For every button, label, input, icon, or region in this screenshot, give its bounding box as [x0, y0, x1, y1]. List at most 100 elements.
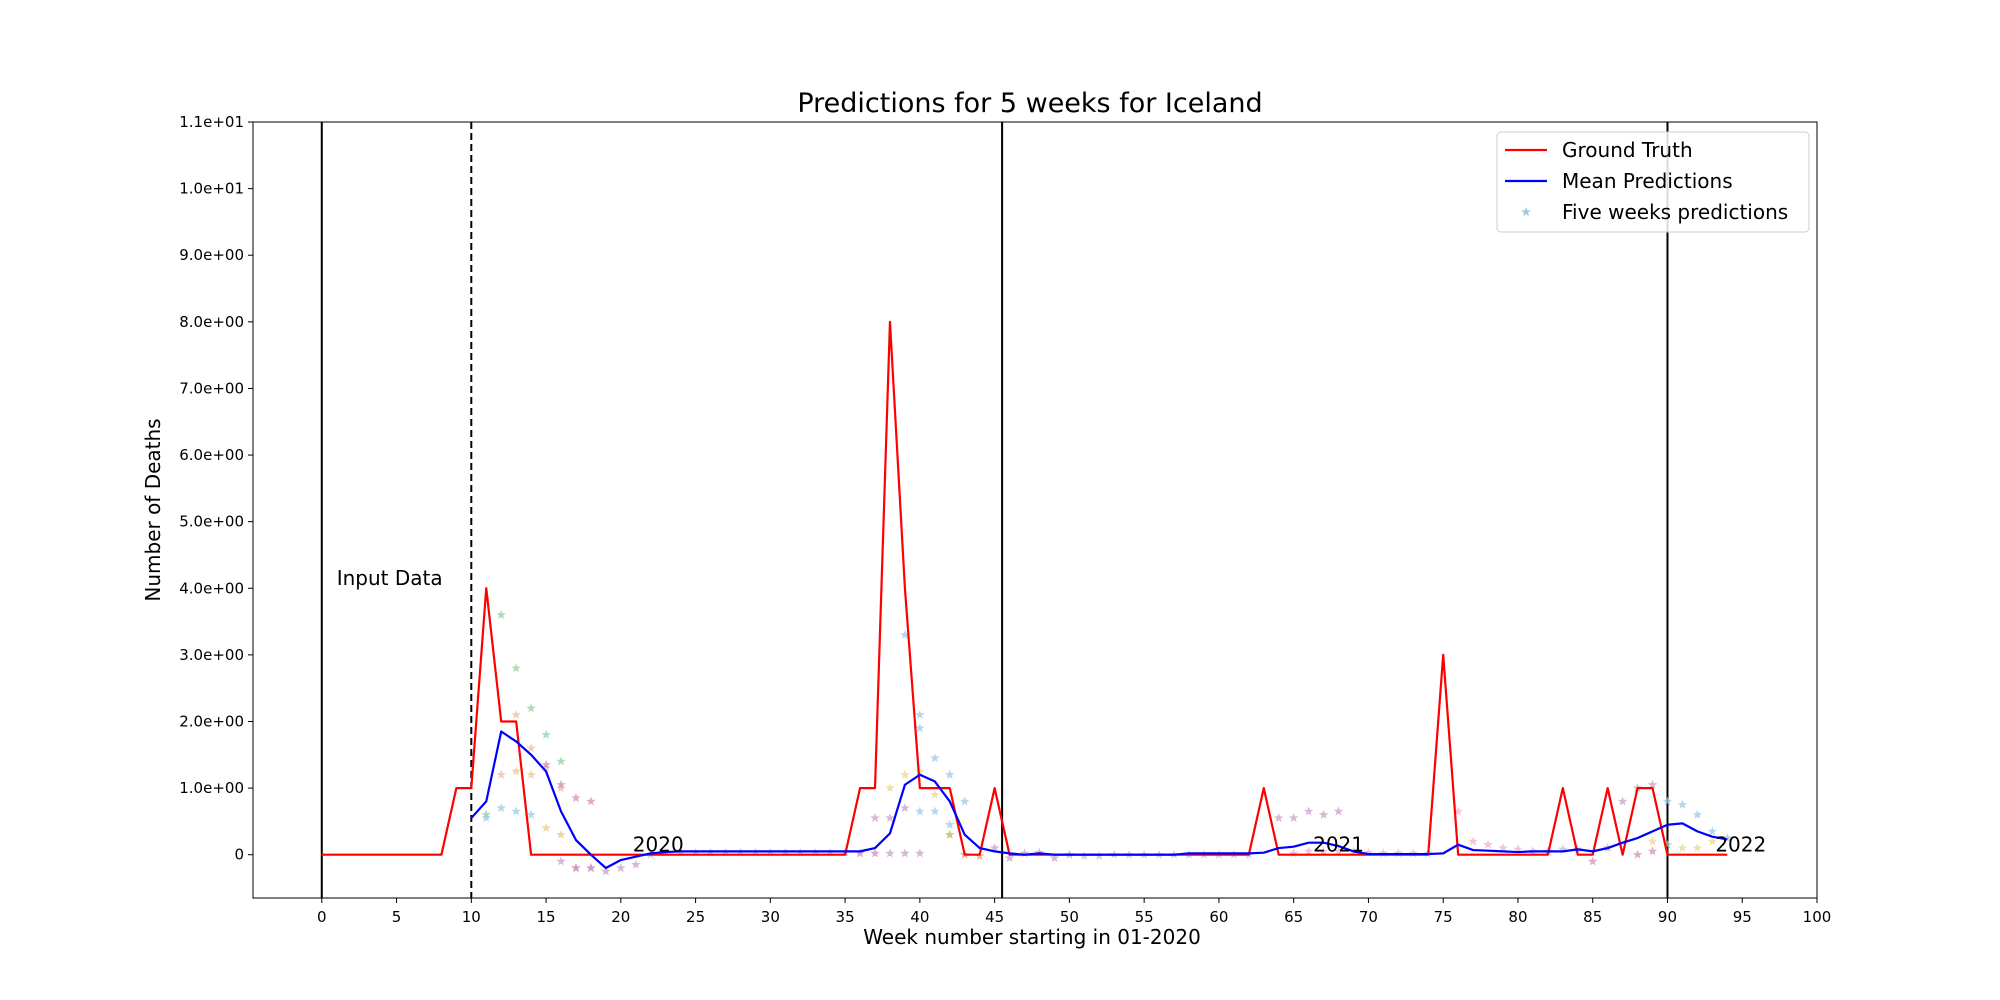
prediction-star-marker: [1288, 848, 1299, 858]
prediction-star-marker: [1558, 844, 1568, 854]
prediction-star-marker: [855, 848, 865, 858]
prediction-star-marker: [556, 756, 566, 766]
prediction-star-marker: [1453, 806, 1463, 816]
prediction-star-marker: [1498, 843, 1508, 853]
y-tick-label: 7.0e+00: [179, 379, 244, 397]
y-tick-label: 0: [234, 846, 244, 864]
prediction-star-marker: [1408, 848, 1419, 858]
prediction-star-marker: [1617, 796, 1628, 806]
y-axis-label: Number of Deaths: [141, 418, 165, 601]
prediction-star-marker: [481, 813, 492, 823]
prediction-star-marker: [541, 759, 551, 769]
prediction-star-marker: [586, 796, 596, 806]
prediction-star-marker: [915, 848, 925, 858]
prediction-star-marker: [511, 709, 521, 719]
prediction-star-marker: [900, 848, 910, 858]
prediction-star-marker: [959, 796, 970, 806]
mean-predictions-line: [470, 730, 1728, 870]
prediction-star-marker: [915, 723, 925, 733]
prediction-star-marker: [1722, 833, 1733, 843]
annotation-input-data: Input Data: [337, 566, 443, 590]
x-tick-label: 20: [611, 908, 630, 926]
prediction-star-marker: [945, 829, 955, 839]
prediction-star-marker: [541, 729, 551, 739]
prediction-star-marker: [1049, 853, 1060, 863]
x-axis-label: Week number starting in 01-2020: [863, 925, 1201, 949]
prediction-star-marker: [1393, 848, 1404, 858]
y-tick-label: 1.0e+00: [179, 779, 244, 797]
x-tick-label: 90: [1658, 908, 1677, 926]
prediction-star-marker: [511, 766, 521, 776]
prediction-star-marker: [526, 703, 536, 713]
prediction-star-marker: [1677, 843, 1688, 853]
prediction-star-marker: [1019, 848, 1030, 858]
prediction-star-marker: [1318, 846, 1329, 856]
prediction-star-marker: [1707, 836, 1718, 846]
prediction-star-marker: [900, 629, 910, 639]
prediction-star-marker: [571, 793, 581, 803]
y-tick-label: 3.0e+00: [179, 646, 244, 664]
x-tick-label: 0: [317, 908, 327, 926]
legend-label-mean-predictions: Mean Predictions: [1562, 169, 1733, 193]
prediction-star-marker: [601, 866, 611, 876]
y-tick-label: 4.0e+00: [179, 579, 244, 597]
prediction-star-marker: [885, 848, 895, 858]
prediction-star-marker: [900, 769, 910, 779]
prediction-star-marker: [496, 769, 506, 779]
prediction-star-marker: [1273, 813, 1284, 823]
prediction-star-marker: [1662, 839, 1673, 849]
prediction-star-marker: [571, 863, 581, 873]
annotation-2021: 2021: [1313, 832, 1364, 856]
y-tick-label: 2.0e+00: [179, 712, 244, 730]
legend-swatch-five-weeks-predictions: [1521, 207, 1531, 217]
prediction-star-marker: [496, 803, 506, 813]
x-tick-label: 100: [1803, 908, 1832, 926]
y-tick-label: 8.0e+00: [179, 313, 244, 331]
prediction-star-marker: [989, 843, 1000, 853]
y-tick-label: 5.0e+00: [179, 513, 244, 531]
prediction-star-marker: [511, 663, 521, 673]
prediction-star-marker: [1692, 809, 1703, 819]
prediction-star-marker: [616, 863, 626, 873]
legend-box: [1496, 131, 1810, 233]
prediction-star-marker: [915, 766, 925, 776]
prediction-star-marker: [541, 763, 551, 773]
prediction-star-marker: [556, 779, 566, 789]
x-tick-label: 45: [985, 908, 1004, 926]
prediction-star-marker: [930, 806, 940, 816]
prediction-star-marker: [1363, 847, 1374, 857]
y-tick-label: 1.1e+01: [179, 113, 244, 131]
prediction-star-marker: [556, 856, 566, 866]
x-tick-label: 35: [836, 908, 855, 926]
annotation-2020: 2020: [633, 832, 684, 856]
prediction-star-marker: [1034, 847, 1045, 857]
x-tick-label: 95: [1733, 908, 1752, 926]
legend-label-five-weeks-predictions: Five weeks predictions: [1562, 200, 1788, 224]
x-tick-label: 25: [686, 908, 705, 926]
prediction-star-marker: [915, 806, 925, 816]
y-tick-label: 9.0e+00: [179, 246, 244, 264]
y-tick-label: 6.0e+00: [179, 446, 244, 464]
prediction-star-marker: [1707, 826, 1718, 836]
prediction-star-marker: [1647, 846, 1658, 856]
x-tick-label: 40: [910, 908, 929, 926]
plot-area: 0 5 10 15 20 25 30 35 40 45 50 55 60 65 70 75 80 85 90 95 10…: [179, 113, 1831, 926]
annotation-2022: 2022: [1715, 832, 1766, 856]
prediction-star-marker: [870, 848, 880, 858]
prediction-star-marker: [885, 813, 895, 823]
x-tick-label: 10: [462, 908, 481, 926]
x-tick-label: 70: [1359, 908, 1378, 926]
prediction-star-marker: [1513, 844, 1523, 854]
prediction-star-marker: [1333, 806, 1344, 816]
x-tick-label: 50: [1060, 908, 1079, 926]
prediction-star-marker: [1632, 849, 1643, 859]
x-tick-label: 60: [1209, 908, 1228, 926]
prediction-star-marker: [541, 823, 551, 833]
prediction-star-marker: [945, 769, 955, 779]
x-tick-label: 5: [392, 908, 402, 926]
prediction-star-marker: [1303, 846, 1314, 856]
prediction-star-marker: [556, 783, 566, 793]
prediction-star-marker: [1303, 806, 1314, 816]
prediction-star-marker: [1483, 839, 1493, 849]
